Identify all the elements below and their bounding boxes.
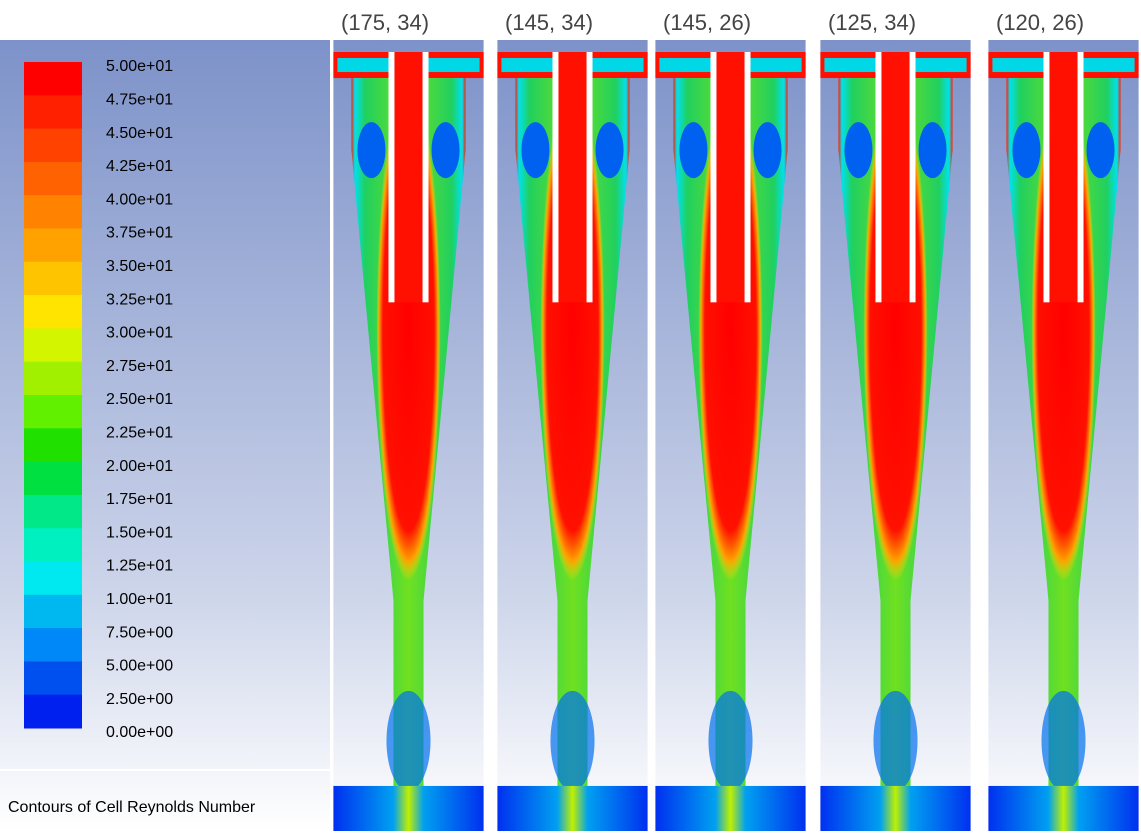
legend-label: 0.00e+00 [106,724,173,741]
panel-title: (145, 26) [663,10,751,35]
contour-plot [988,40,1139,831]
contour-plot [655,40,806,831]
panels: (175, 34) (145, 34) (145, 26) (125, 34) (120… [333,10,1139,831]
panel-title: (120, 26) [996,10,1084,35]
panel-title: (145, 34) [505,10,593,35]
legend-label: 3.25e+01 [106,291,173,308]
color-swatch [24,428,82,463]
contour-plot [497,40,648,831]
color-swatch [24,395,82,429]
color-swatch [24,328,82,363]
legend-label: 2.75e+01 [106,358,173,375]
color-swatch [24,361,82,396]
cyclone-panel: (145, 34) [497,10,648,831]
color-swatch [24,461,82,496]
legend-label: 1.75e+01 [106,491,173,508]
contour-plot [333,40,484,831]
legend-label: 5.00e+00 [106,658,173,675]
legend-label: 1.00e+01 [106,591,173,608]
color-swatch [24,161,82,196]
color-swatch [24,594,82,629]
cyclone-panel: (175, 34) [333,10,484,831]
legend-label: 4.50e+01 [106,125,173,142]
legend-label: 3.00e+01 [106,325,173,342]
legend-label: 1.50e+01 [106,524,173,541]
panel-title: (175, 34) [341,10,429,35]
legend-label: 7.50e+00 [106,624,173,641]
legend-label: 5.00e+01 [106,58,173,75]
cyclone-panel: (145, 26) [655,10,806,831]
legend-footer: Contours of Cell Reynolds Number [8,799,256,816]
color-swatch [24,661,82,696]
color-swatch [24,95,82,130]
legend-label: 3.75e+01 [106,225,173,242]
legend-label: 3.50e+01 [106,258,173,275]
contour-plot [820,40,971,831]
colorbar: 5.00e+01 4.75e+01 4.50e+01 4.25e+01 4.00e+01… [24,58,173,741]
legend-label: 2.00e+01 [106,458,173,475]
color-swatch [24,62,82,96]
color-swatch [24,195,82,229]
color-swatch [24,561,82,596]
color-swatch [24,295,82,329]
legend-label: 4.00e+01 [106,191,173,208]
legend-label: 1.25e+01 [106,558,173,575]
legend-label: 4.25e+01 [106,158,173,175]
legend-label: 2.50e+01 [106,391,173,408]
color-swatch [24,528,82,562]
legend-label: 2.50e+00 [106,691,173,708]
color-swatch [24,228,82,263]
color-swatch [24,628,82,662]
color-swatch [24,494,82,529]
cyclone-panel: (125, 34) [820,10,971,831]
legend-label: 4.75e+01 [106,92,173,109]
legend-label: 2.25e+01 [106,425,173,442]
cyclone-panel: (120, 26) [988,10,1139,831]
color-swatch [24,261,82,296]
color-swatch [24,128,82,163]
panel-title: (125, 34) [828,10,916,35]
color-swatch [24,694,82,729]
